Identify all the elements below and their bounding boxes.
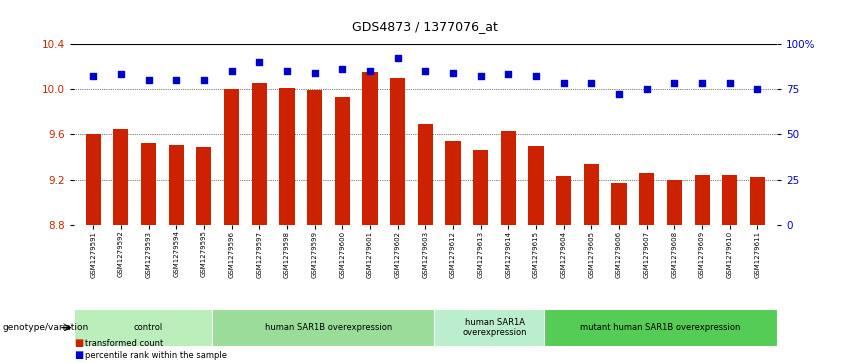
Text: transformed count: transformed count [85, 339, 163, 347]
FancyBboxPatch shape [74, 309, 223, 346]
Point [474, 73, 488, 79]
Point [141, 77, 155, 83]
Text: human SAR1A
overexpression: human SAR1A overexpression [463, 318, 527, 337]
Text: genotype/variation: genotype/variation [3, 323, 89, 332]
Point [114, 72, 128, 77]
Point [307, 70, 321, 76]
Point [667, 81, 681, 86]
Point [612, 91, 626, 97]
FancyBboxPatch shape [434, 309, 556, 346]
Point [280, 68, 294, 74]
Point [169, 77, 183, 83]
Point [225, 68, 239, 74]
Bar [556, 176, 571, 225]
Bar [196, 147, 212, 225]
Bar [750, 178, 765, 225]
Point [695, 81, 709, 86]
FancyBboxPatch shape [212, 309, 444, 346]
Bar [224, 89, 240, 225]
Bar [445, 141, 461, 225]
Bar [529, 146, 543, 225]
Bar [335, 97, 350, 225]
Point [529, 73, 543, 79]
Bar [418, 124, 433, 225]
Bar [362, 72, 378, 225]
Text: ■: ■ [74, 350, 83, 360]
Bar [390, 78, 405, 225]
Text: ■: ■ [74, 338, 83, 348]
Point [584, 81, 598, 86]
Bar [639, 173, 654, 225]
Point [335, 66, 349, 72]
Point [197, 77, 211, 83]
Text: percentile rank within the sample: percentile rank within the sample [85, 351, 227, 359]
Point [640, 86, 654, 92]
Bar [141, 143, 156, 225]
Bar [694, 175, 710, 225]
Point [86, 73, 100, 79]
Bar [252, 83, 266, 225]
Bar [86, 134, 101, 225]
Bar [584, 164, 599, 225]
Point [418, 68, 432, 74]
Text: control: control [134, 323, 163, 332]
Bar [473, 150, 489, 225]
Text: human SAR1B overexpression: human SAR1B overexpression [265, 323, 392, 332]
Point [446, 70, 460, 76]
Text: mutant human SAR1B overexpression: mutant human SAR1B overexpression [581, 323, 740, 332]
Point [253, 59, 266, 65]
Bar [611, 183, 627, 225]
Point [556, 81, 570, 86]
Bar [501, 131, 516, 225]
Bar [722, 175, 738, 225]
Point [391, 55, 404, 61]
Point [751, 86, 765, 92]
Bar [168, 144, 184, 225]
Text: GDS4873 / 1377076_at: GDS4873 / 1377076_at [352, 20, 498, 33]
Point [723, 81, 737, 86]
Bar [279, 88, 294, 225]
Bar [307, 90, 322, 225]
Bar [667, 180, 682, 225]
Point [363, 68, 377, 74]
Bar [113, 129, 128, 225]
FancyBboxPatch shape [544, 309, 777, 346]
Point [502, 72, 516, 77]
